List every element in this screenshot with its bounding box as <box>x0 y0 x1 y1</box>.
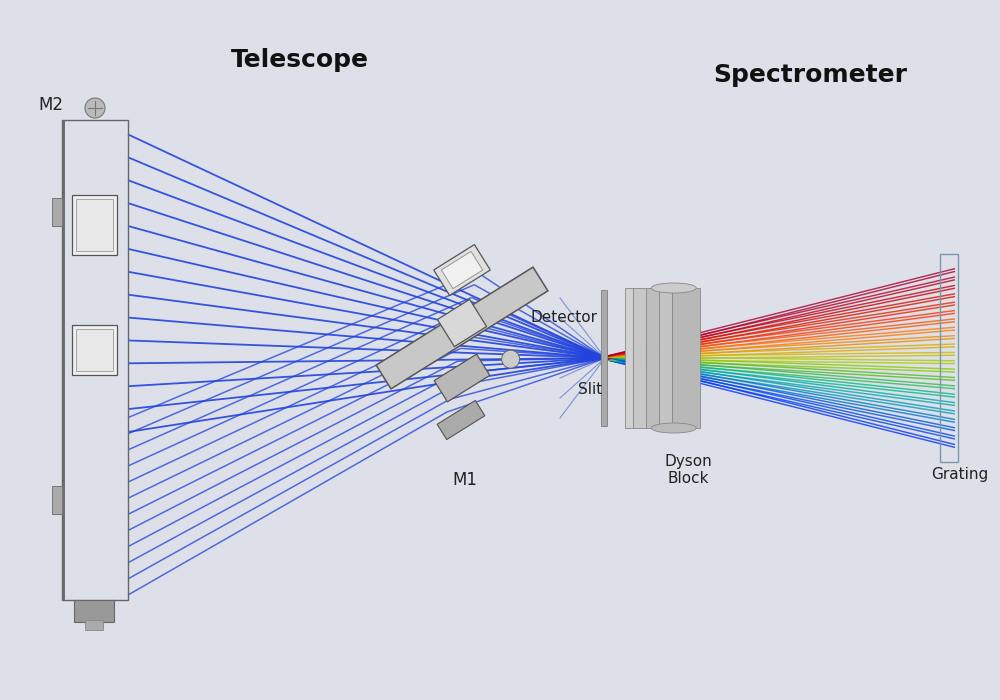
Bar <box>63 120 65 600</box>
Text: Detector: Detector <box>531 311 598 326</box>
Ellipse shape <box>651 283 696 293</box>
Bar <box>63 120 65 600</box>
Bar <box>63 120 64 600</box>
Circle shape <box>502 350 520 368</box>
Ellipse shape <box>651 423 696 433</box>
Bar <box>62 120 64 600</box>
Polygon shape <box>434 354 490 402</box>
Bar <box>63 120 64 600</box>
Bar <box>63 120 64 600</box>
Bar <box>62 120 64 600</box>
Text: Dyson
Block: Dyson Block <box>664 454 712 486</box>
Bar <box>62 120 64 600</box>
Bar <box>62 120 64 600</box>
Bar <box>63 120 64 600</box>
Bar <box>62 120 64 600</box>
Bar <box>63 120 64 600</box>
Bar <box>72 325 117 375</box>
Bar <box>63 120 64 600</box>
Bar <box>62 120 64 600</box>
Polygon shape <box>437 400 485 440</box>
Bar <box>62 120 64 600</box>
Bar <box>63 120 64 600</box>
Bar <box>63 120 65 600</box>
Bar <box>62 120 64 600</box>
Bar <box>63 120 64 600</box>
Bar <box>63 120 65 600</box>
Bar <box>63 120 65 600</box>
Bar <box>63 120 64 600</box>
Bar <box>63 120 65 600</box>
Polygon shape <box>434 244 490 295</box>
Bar <box>62 120 64 600</box>
Bar <box>62 120 64 600</box>
Text: Grating: Grating <box>931 468 989 482</box>
Bar <box>63 120 65 600</box>
Bar <box>72 195 117 255</box>
Bar <box>85 620 103 630</box>
Bar <box>63 120 64 600</box>
Bar <box>63 120 64 600</box>
Bar <box>62 120 64 600</box>
Bar <box>62 120 64 600</box>
Text: M2: M2 <box>38 96 63 114</box>
Bar <box>63 120 64 600</box>
Bar <box>940 254 958 462</box>
Bar <box>62 120 64 600</box>
Bar <box>62 120 64 600</box>
Bar <box>62 120 64 600</box>
Bar <box>62 120 128 600</box>
Bar <box>659 288 672 428</box>
Bar <box>62 120 64 600</box>
Bar <box>63 120 64 600</box>
Bar <box>672 288 700 428</box>
Bar <box>62 120 64 600</box>
Bar <box>62 120 64 600</box>
Bar <box>62 120 64 600</box>
Bar <box>52 486 62 514</box>
Bar <box>62 120 64 600</box>
Bar <box>63 120 65 600</box>
Text: Spectrometer: Spectrometer <box>713 63 907 87</box>
Bar <box>76 329 113 371</box>
Bar <box>63 120 64 600</box>
Text: Telescope: Telescope <box>231 48 369 72</box>
Bar <box>62 120 64 600</box>
Polygon shape <box>437 300 487 346</box>
Bar <box>63 120 64 600</box>
Bar <box>625 288 633 428</box>
Bar <box>63 120 64 600</box>
Bar <box>62 120 64 600</box>
Bar <box>62 120 64 600</box>
Bar <box>63 120 64 600</box>
Bar <box>63 120 65 600</box>
Text: M1: M1 <box>453 471 478 489</box>
Bar <box>63 120 64 600</box>
Polygon shape <box>376 267 548 389</box>
Polygon shape <box>441 251 483 288</box>
Bar <box>63 120 64 600</box>
Circle shape <box>85 98 105 118</box>
Bar <box>63 120 65 600</box>
Bar <box>62 120 64 600</box>
Bar <box>76 199 113 251</box>
Bar <box>63 120 64 600</box>
Bar <box>52 197 62 225</box>
Bar <box>633 288 646 428</box>
Text: Slit: Slit <box>578 382 602 398</box>
Bar <box>63 120 64 600</box>
Bar <box>62 120 64 600</box>
Bar <box>62 120 64 600</box>
Bar <box>74 600 114 622</box>
Bar <box>601 290 607 426</box>
Bar <box>63 120 64 600</box>
Bar <box>646 288 659 428</box>
Bar <box>62 120 64 600</box>
Bar <box>62 120 64 600</box>
